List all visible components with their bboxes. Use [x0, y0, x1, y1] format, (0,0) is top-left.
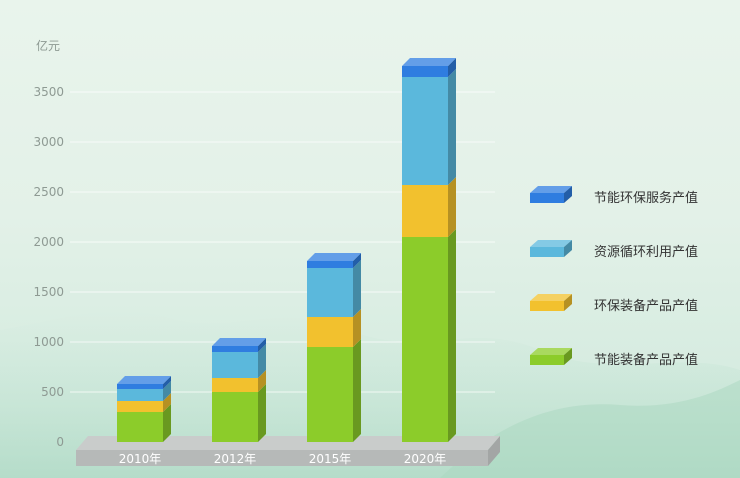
- bar-segment: [117, 381, 171, 401]
- x-axis-labels: 2010年 2012年 2015年 2020年: [119, 452, 447, 466]
- floor-front: [76, 450, 488, 466]
- legend-item: 环保装备产品产值: [530, 294, 698, 314]
- y-tick-label: 3500: [33, 85, 64, 99]
- legend-label: 节能环保服务产值: [594, 190, 698, 206]
- y-axis-unit-label: 亿元: [36, 38, 60, 53]
- y-tick-label: 1500: [33, 285, 64, 299]
- bar-segment: [117, 404, 171, 442]
- bar-segment: [402, 69, 456, 185]
- bar-segment: [402, 58, 456, 77]
- floor-side: [488, 436, 500, 466]
- bar-segment: [402, 229, 456, 442]
- y-tick-label: 0: [56, 435, 64, 449]
- bar-segment: [402, 177, 456, 237]
- y-tick-label: 500: [41, 385, 64, 399]
- legend-item: 节能环保服务产值: [530, 186, 698, 206]
- y-tick-label: 3000: [33, 135, 64, 149]
- y-axis: 亿元 0 500 1000 1500 2000 2500 3000 3500: [33, 38, 64, 449]
- legend-swatch: [530, 240, 572, 257]
- x-tick-label: 2020年: [404, 452, 447, 466]
- bar-segment: [212, 344, 266, 378]
- legend-label: 节能装备产品产值: [594, 352, 698, 368]
- bar-segment: [212, 338, 266, 352]
- bar-segment: [307, 253, 361, 268]
- floor-top: [76, 436, 500, 450]
- legend-item: 节能装备产品产值: [530, 348, 698, 368]
- legend-item: 资源循环利用产值: [530, 240, 698, 260]
- y-tick-label: 2500: [33, 185, 64, 199]
- bar-segment: [117, 376, 171, 389]
- legend-label: 资源循环利用产值: [594, 244, 698, 260]
- bar-segment: [212, 384, 266, 442]
- bar-segment: [212, 370, 266, 392]
- legend-label: 环保装备产品产值: [594, 298, 698, 314]
- legend-swatch: [530, 294, 572, 311]
- y-tick-label: 2000: [33, 235, 64, 249]
- legend-swatch: [530, 348, 572, 365]
- x-tick-label: 2010年: [119, 452, 162, 466]
- bar-segment: [307, 260, 361, 317]
- x-tick-label: 2015年: [309, 452, 352, 466]
- bar-segment: [307, 309, 361, 347]
- legend-swatch: [530, 186, 572, 203]
- bars: [117, 58, 456, 442]
- y-tick-label: 1000: [33, 335, 64, 349]
- bar-segment: [307, 339, 361, 442]
- x-tick-label: 2012年: [214, 452, 257, 466]
- background-hill-right: [440, 380, 740, 478]
- chart-floor: [76, 436, 500, 466]
- bar-segment: [117, 393, 171, 412]
